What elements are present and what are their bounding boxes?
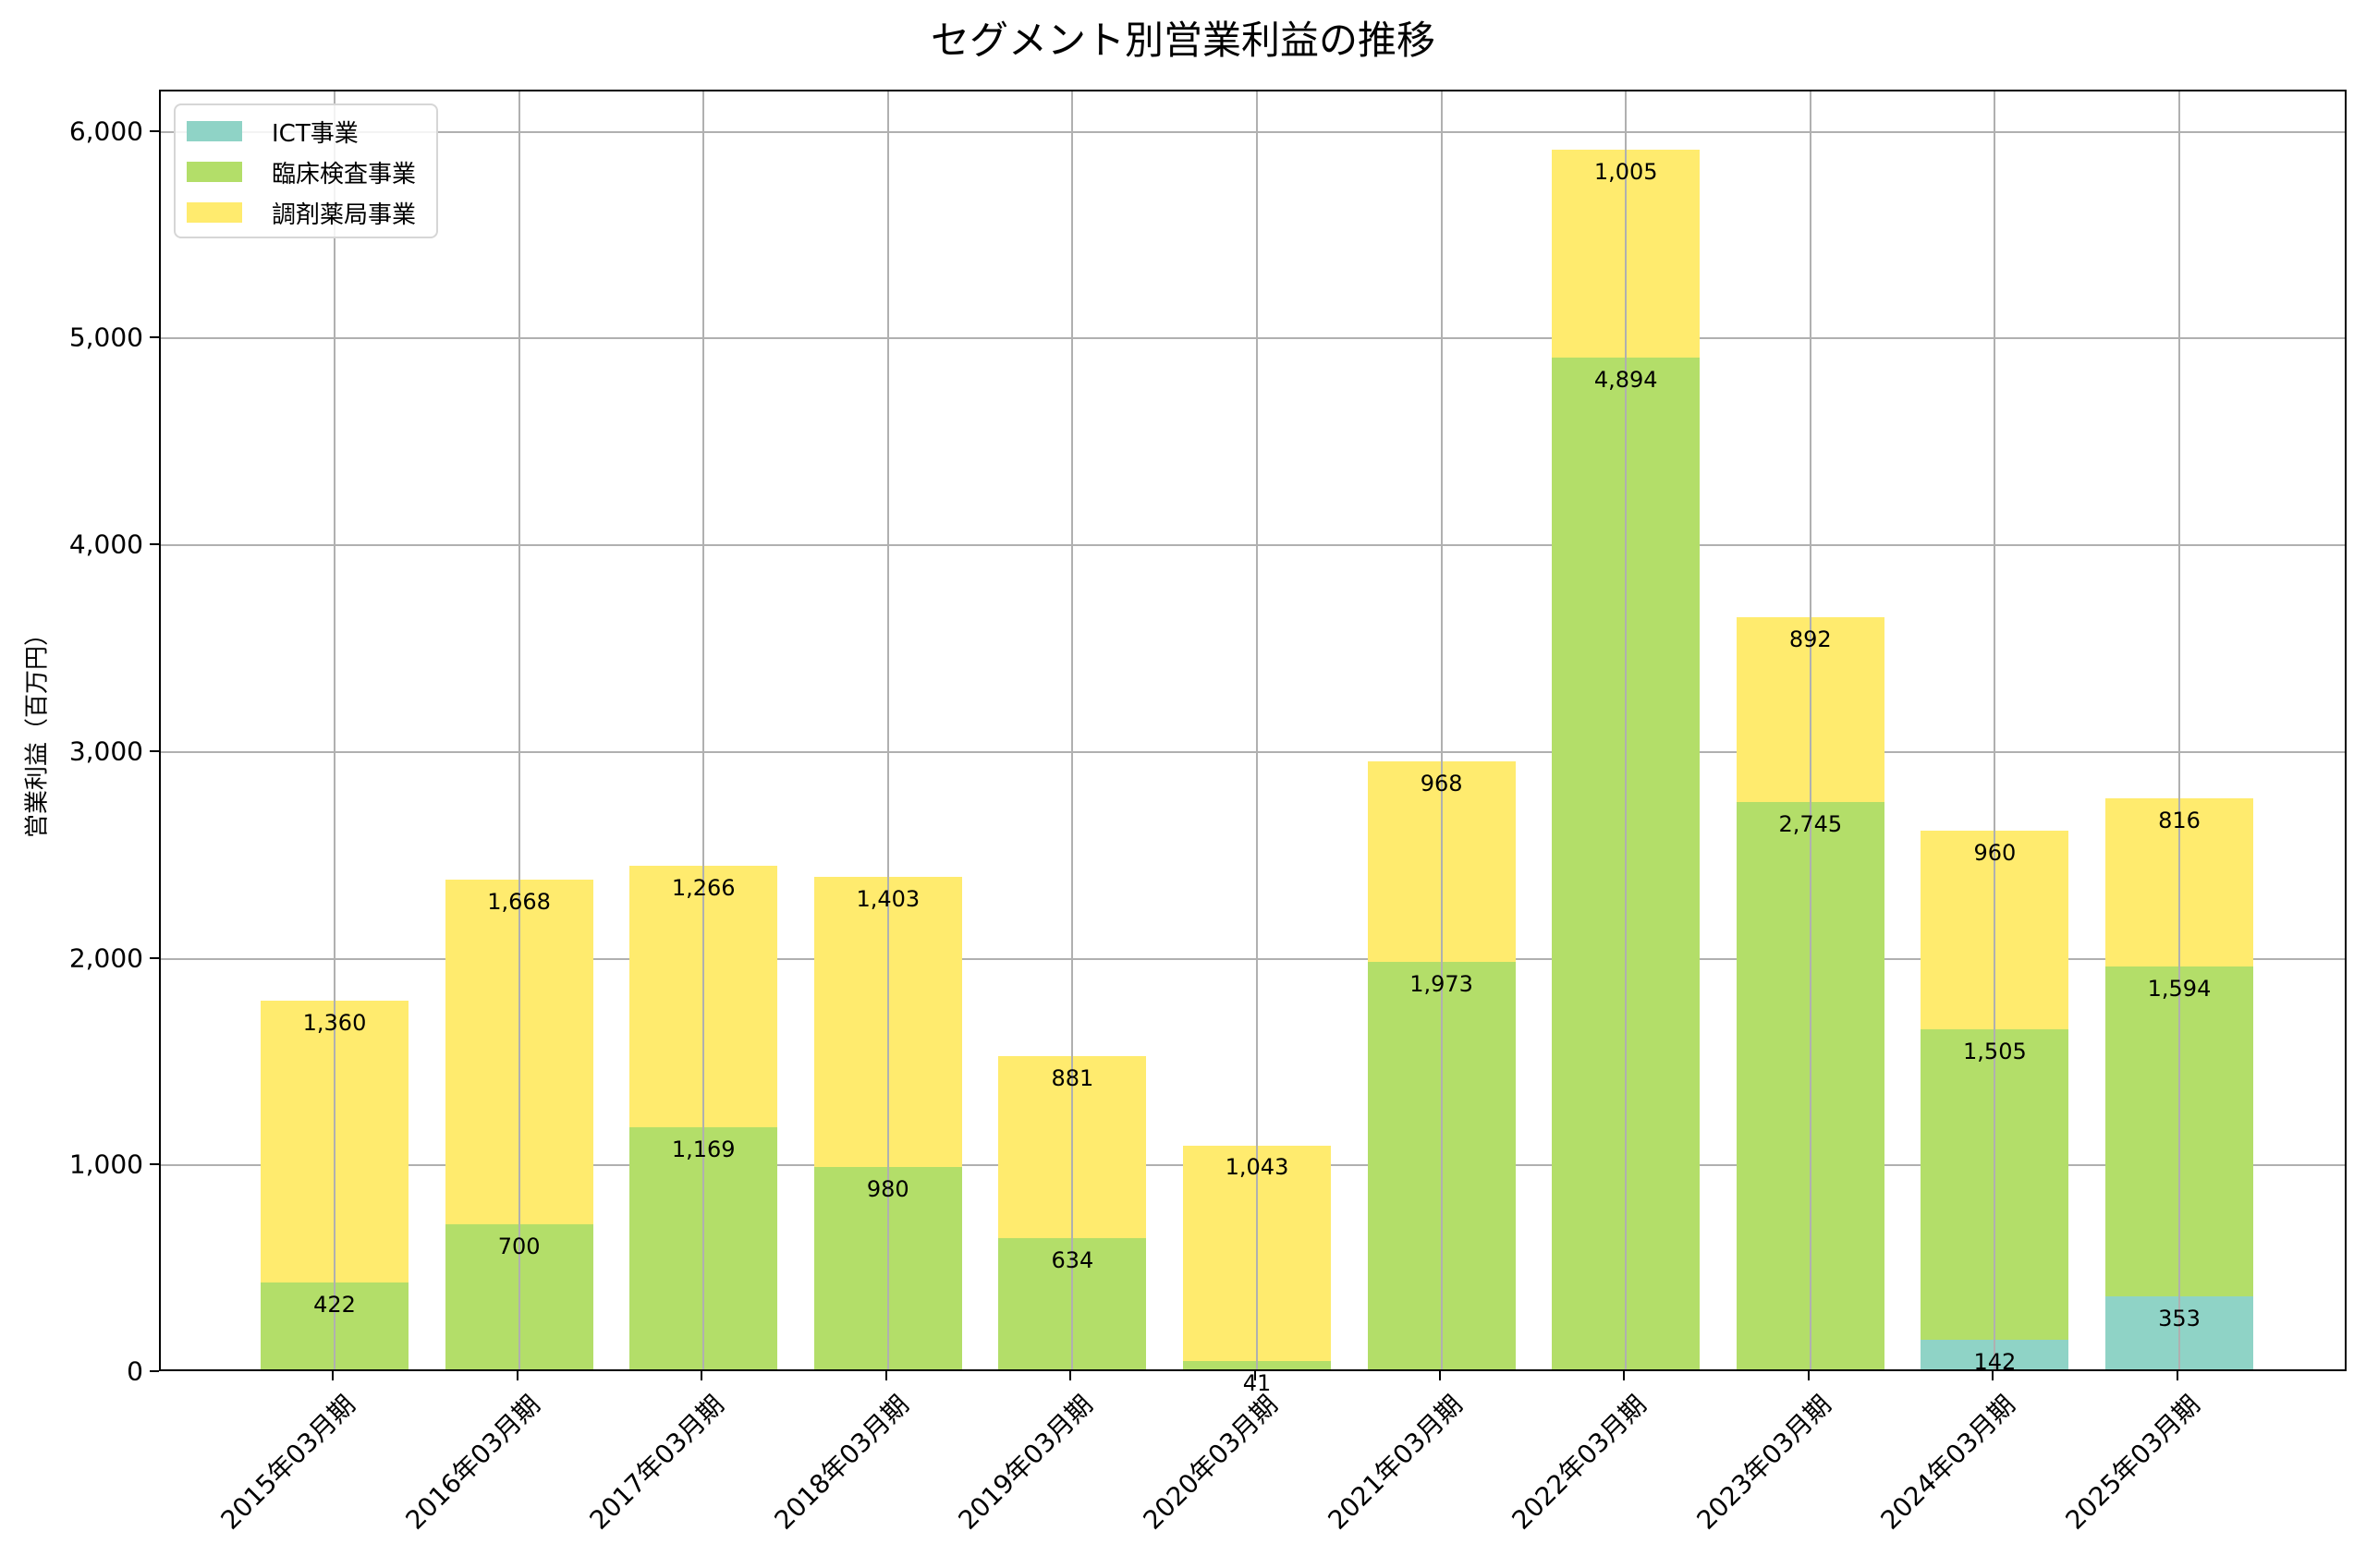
x-tick-label: 2015年03月期	[214, 1389, 361, 1536]
y-tick-label: 2,000	[68, 942, 143, 974]
plot-area: 422 1,360 700 1,668 1,169 1,266 980 1,403 634 881…	[159, 90, 2347, 1396]
legend-swatch-icon	[187, 121, 242, 141]
gridline-vertical	[1994, 91, 1996, 1369]
legend-label: 臨床検査事業	[272, 160, 417, 188]
x-tick	[1807, 1371, 1810, 1380]
x-tick	[1992, 1371, 1994, 1380]
gridline-horizontal	[161, 337, 2345, 340]
data-label: 700	[497, 1234, 541, 1260]
data-label: 4,894	[1593, 367, 1658, 394]
data-label: 353	[2158, 1306, 2201, 1332]
data-label: 1,505	[1963, 1038, 2027, 1064]
data-label: 1,005	[1593, 159, 1658, 186]
data-label: 968	[1420, 771, 1463, 797]
data-label: 980	[866, 1175, 909, 1202]
data-label: 881	[1051, 1065, 1094, 1092]
gridline-vertical	[702, 91, 705, 1369]
y-tick	[150, 129, 159, 132]
chart-title: セグメント別営業利益の推移	[930, 18, 1435, 63]
y-tick	[150, 336, 159, 339]
y-axis-label: 営業利益（百万円）	[23, 621, 52, 839]
y-tick-label: 4,000	[68, 529, 143, 560]
gridline-horizontal	[161, 750, 2345, 753]
data-label: 142	[1973, 1349, 2017, 1376]
gridline-vertical	[1809, 91, 1811, 1369]
y-tick-label: 1,000	[68, 1149, 143, 1180]
x-tick-label: 2020年03月期	[1137, 1389, 1284, 1536]
data-label: 892	[1788, 626, 1832, 653]
legend-swatch-icon	[187, 162, 242, 182]
data-label: 1,169	[671, 1136, 736, 1163]
gridline-vertical	[886, 91, 889, 1369]
x-tick-label: 2019年03月期	[952, 1389, 1100, 1536]
gridline-horizontal	[161, 130, 2345, 133]
x-tick-label: 2016年03月期	[399, 1389, 546, 1536]
x-tick-label: 2025年03月期	[2059, 1389, 2206, 1536]
x-tick	[1254, 1371, 1256, 1380]
data-label: 2,745	[1778, 810, 1843, 837]
x-tick	[2177, 1371, 2178, 1380]
x-tick	[1438, 1371, 1441, 1380]
x-tick-label: 2021年03月期	[1322, 1389, 1469, 1536]
gridline-vertical	[1071, 91, 1074, 1369]
gridline-vertical	[334, 91, 335, 1369]
x-tick	[516, 1371, 518, 1380]
data-label: 634	[1051, 1247, 1094, 1274]
data-label: 1,594	[2147, 976, 2212, 1003]
y-tick-label: 3,000	[68, 735, 143, 767]
data-label: 1,973	[1409, 970, 1473, 997]
x-tick-label: 2017年03月期	[583, 1389, 730, 1536]
x-tick	[332, 1371, 334, 1380]
y-tick	[150, 1370, 159, 1372]
gridline-vertical	[1256, 91, 1258, 1369]
y-tick-label: 5,000	[68, 322, 143, 353]
data-label: 41	[1242, 1369, 1272, 1396]
x-tick	[1623, 1371, 1626, 1380]
gridline-horizontal	[161, 957, 2345, 960]
y-tick	[150, 749, 159, 752]
legend-label: ICT事業	[272, 119, 359, 148]
x-tick-label: 2018年03月期	[768, 1389, 915, 1536]
data-label: 422	[313, 1291, 356, 1318]
y-tick	[150, 543, 159, 546]
x-tick-label: 2024年03月期	[1874, 1389, 2022, 1536]
data-label: 1,668	[487, 889, 551, 916]
data-label: 960	[1973, 839, 2017, 866]
data-label: 1,043	[1225, 1154, 1289, 1181]
legend-item: ICT事業	[187, 113, 359, 150]
gridline-horizontal	[161, 544, 2345, 547]
y-tick	[150, 956, 159, 959]
gridline-vertical	[518, 91, 520, 1369]
y-tick	[150, 1163, 159, 1166]
y-tick-label: 6,000	[68, 115, 143, 147]
gridline-vertical	[1625, 91, 1628, 1369]
x-tick	[884, 1371, 887, 1380]
x-tick-label: 2023年03月期	[1690, 1389, 1837, 1536]
data-label: 1,360	[302, 1010, 367, 1037]
legend-item: 臨床検査事業	[187, 153, 416, 190]
x-tick-label: 2022年03月期	[1506, 1389, 1653, 1536]
gridline-vertical	[1440, 91, 1443, 1369]
legend: ICT事業臨床検査事業 調剤薬局事業	[174, 103, 438, 238]
gridline-vertical	[2178, 91, 2180, 1369]
data-label: 816	[2158, 807, 2201, 833]
legend-swatch-icon	[187, 202, 242, 223]
x-tick	[701, 1371, 703, 1380]
legend-item: 調剤薬局事業	[187, 194, 416, 231]
x-tick	[1069, 1371, 1072, 1380]
y-tick-label: 0	[127, 1355, 143, 1387]
data-label: 1,266	[671, 875, 736, 902]
data-label: 1,403	[856, 885, 921, 912]
legend-label: 調剤薬局事業	[272, 201, 417, 229]
